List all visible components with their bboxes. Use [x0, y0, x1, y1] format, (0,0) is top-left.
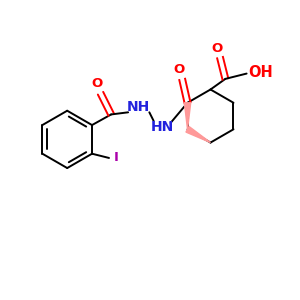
Text: OH: OH — [248, 65, 273, 80]
Text: HN: HN — [151, 120, 174, 134]
Text: O: O — [211, 42, 223, 55]
Text: O: O — [92, 77, 103, 90]
Polygon shape — [186, 127, 211, 142]
Text: I: I — [114, 152, 119, 164]
Text: NH: NH — [127, 100, 150, 114]
Polygon shape — [184, 103, 191, 129]
Text: O: O — [173, 63, 185, 76]
